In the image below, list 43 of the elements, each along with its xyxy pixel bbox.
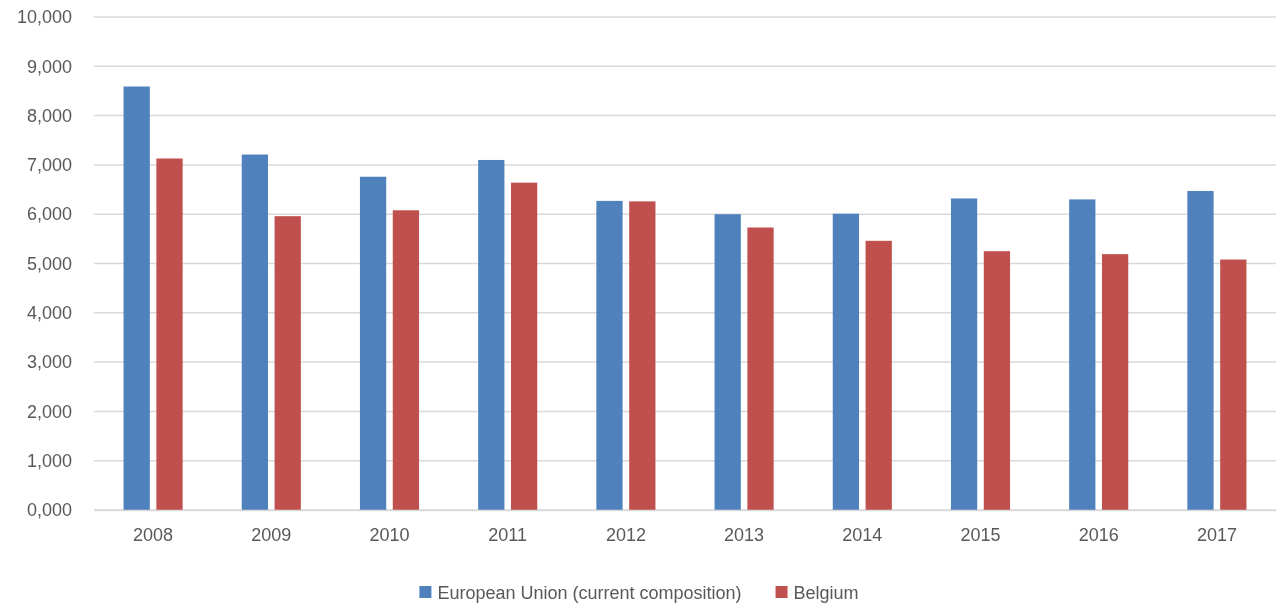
bar <box>478 159 505 510</box>
bar <box>950 198 978 510</box>
x-tick-label: 2015 <box>960 524 1001 545</box>
y-tick-label: 5,000 <box>26 253 72 274</box>
legend-label: Belgium <box>793 583 859 604</box>
y-tick-label: 7,000 <box>26 155 72 176</box>
x-tick-label: 2013 <box>724 524 765 545</box>
bar <box>1187 191 1214 510</box>
y-tick-label: 9,000 <box>26 56 72 77</box>
bar <box>1101 254 1129 510</box>
bar <box>156 158 183 510</box>
x-tick-label: 2008 <box>133 524 174 545</box>
bar <box>865 240 892 510</box>
x-tick-label: 2010 <box>369 524 410 545</box>
y-tick-label: 6,000 <box>26 204 72 225</box>
x-tick-label: 2016 <box>1078 524 1119 545</box>
bar <box>510 182 538 510</box>
bar <box>596 200 623 510</box>
bar <box>714 214 741 510</box>
bar <box>123 86 150 510</box>
y-tick-label: 8,000 <box>26 105 72 126</box>
bar <box>832 213 860 510</box>
x-tick-label: 2017 <box>1196 524 1237 545</box>
x-tick-label: 2009 <box>251 524 292 545</box>
legend-label: European Union (current composition) <box>437 583 742 604</box>
y-tick-label: 4,000 <box>26 303 72 324</box>
bar <box>747 227 774 510</box>
y-tick-label: 0,000 <box>26 500 72 521</box>
y-tick-label: 3,000 <box>26 352 72 373</box>
bar <box>629 201 656 510</box>
bar <box>1220 259 1247 510</box>
y-tick-label: 10,000 <box>16 7 72 28</box>
bar <box>241 154 269 510</box>
y-tick-label: 2,000 <box>26 401 72 422</box>
bar <box>983 251 1011 510</box>
x-tick-label: 2012 <box>605 524 646 545</box>
y-tick-label: 1,000 <box>26 450 72 471</box>
x-tick-label: 2014 <box>842 524 883 545</box>
bar <box>1069 199 1096 510</box>
bar <box>359 176 387 510</box>
bar <box>274 216 301 510</box>
x-tick-label: 2011 <box>488 524 528 545</box>
bar <box>392 210 420 510</box>
